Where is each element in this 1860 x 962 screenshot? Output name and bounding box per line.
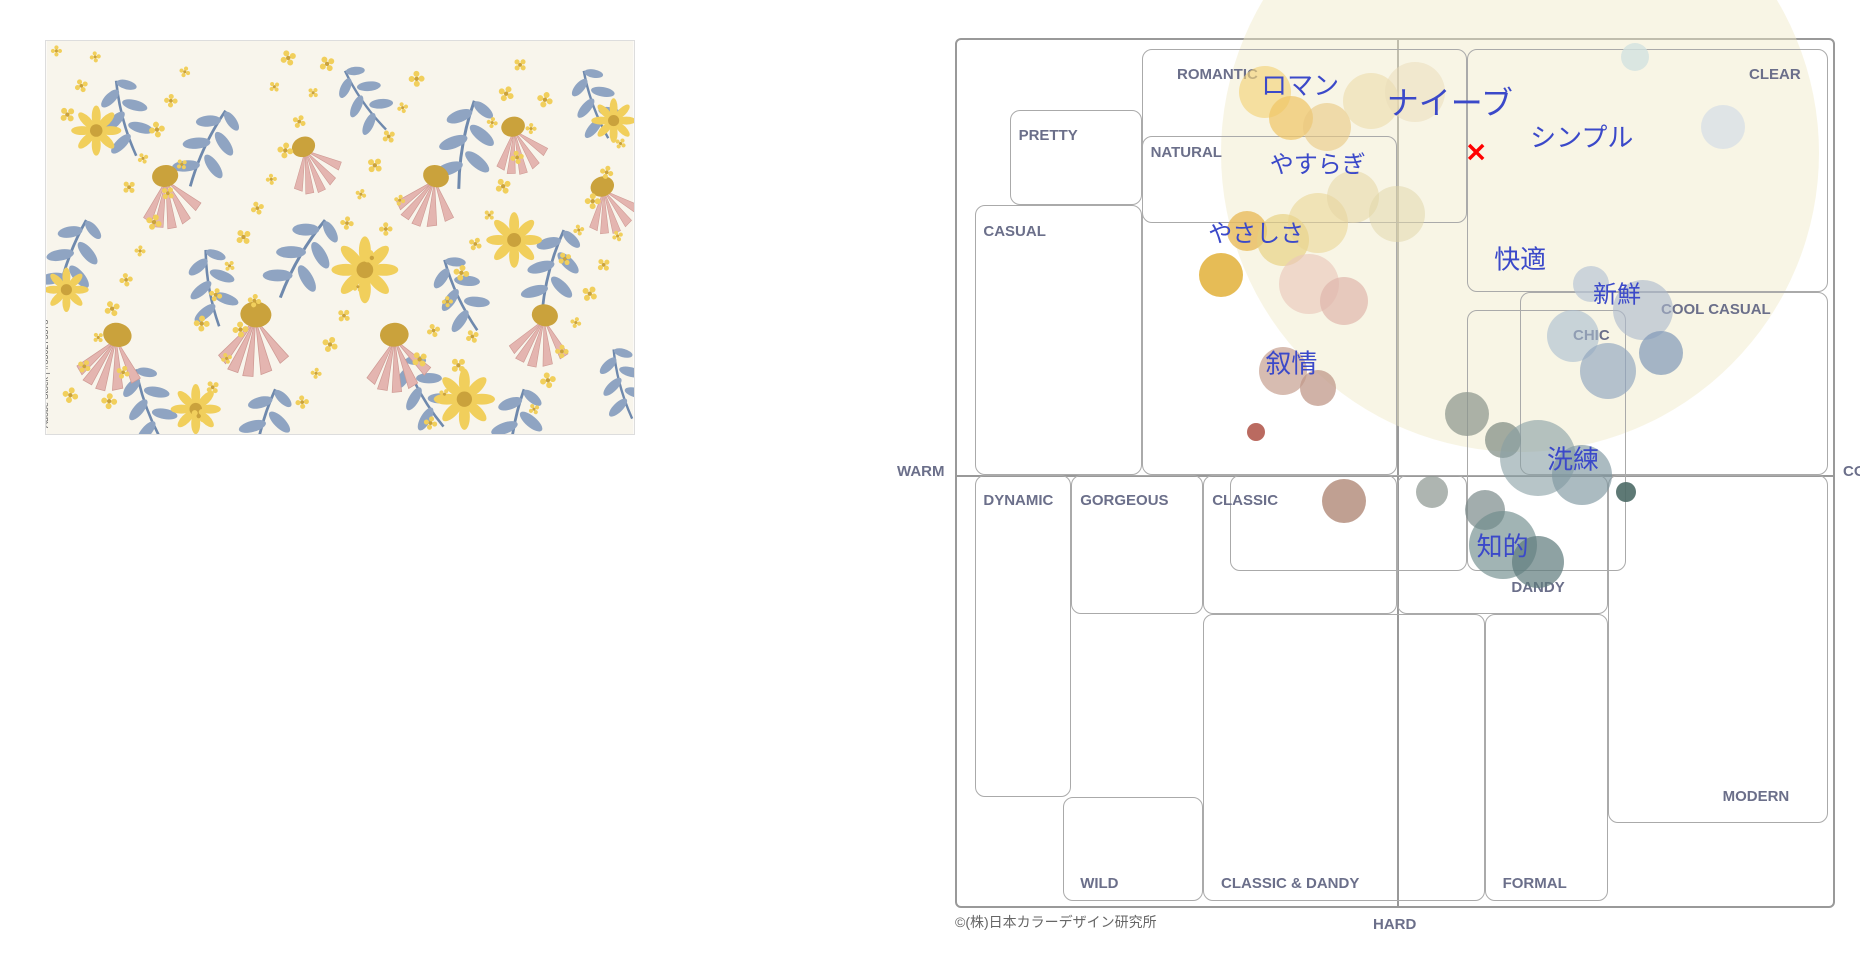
impression-word: 洗練: [1547, 439, 1599, 476]
zone-label: PRETTY: [1019, 127, 1078, 144]
impression-word: 叙情: [1265, 343, 1317, 380]
zone-modern: [1608, 475, 1828, 823]
zone-label: CLEAR: [1749, 66, 1801, 83]
zone-label: NATURAL: [1151, 144, 1222, 161]
color-bubble: [1639, 331, 1683, 375]
zone-label: DYNAMIC: [983, 492, 1053, 509]
color-bubble: [1416, 476, 1448, 508]
zone-casual: [975, 205, 1142, 475]
color-bubble: [1616, 482, 1636, 502]
zone-formal: [1485, 614, 1608, 901]
image-scale-chart: ROMANTICPRETTYCLEARNATURALCASUALCOOL CAS…: [955, 38, 1835, 938]
image-credit: Adobe Stock | #830273378: [45, 320, 50, 428]
zone-label: CASUAL: [983, 223, 1046, 240]
color-bubble: [1621, 43, 1649, 71]
color-bubble: [1369, 186, 1425, 242]
color-bubble: [1445, 392, 1489, 436]
impression-word: 新鮮: [1593, 275, 1641, 310]
impression-word: ロマン: [1261, 65, 1339, 102]
impression-word: 知的: [1477, 526, 1529, 563]
impression-word: 快適: [1494, 239, 1546, 276]
zone-label: GORGEOUS: [1080, 492, 1168, 509]
zone-dynamic: [975, 475, 1072, 797]
impression-word: やすらぎ: [1270, 144, 1366, 179]
impression-word: やさしさ: [1208, 214, 1304, 249]
zone-label: MODERN: [1723, 788, 1790, 805]
color-bubble: [1199, 253, 1243, 297]
impression-word: シンプル: [1530, 117, 1633, 154]
chart-copyright: ©(株)日本カラーデザイン研究所: [955, 912, 1157, 932]
zone-label: CLASSIC & DANDY: [1221, 875, 1359, 892]
sample-image: Adobe Stock | #830273378: [45, 40, 635, 435]
zone-label: COOL CASUAL: [1661, 301, 1771, 318]
color-bubble: [1701, 105, 1745, 149]
color-bubble: [1320, 277, 1368, 325]
axis-label-warm: WARM: [897, 463, 945, 480]
color-bubble: [1322, 479, 1366, 523]
floral-pattern-svg: [46, 41, 634, 434]
zone-label: FORMAL: [1503, 875, 1567, 892]
color-bubble: [1580, 343, 1636, 399]
zone-label: WILD: [1080, 875, 1118, 892]
zone-classic-dandy: [1203, 614, 1485, 901]
impression-word: ナイーブ: [1387, 78, 1513, 124]
color-bubble: [1247, 423, 1265, 441]
zone-label: CLASSIC: [1212, 492, 1278, 509]
axis-label-cool: COOL: [1843, 463, 1860, 480]
zone-pretty: [1010, 110, 1142, 206]
axis-label-hard: HARD: [1373, 916, 1416, 933]
result-marker-icon: ✕: [1465, 138, 1487, 169]
